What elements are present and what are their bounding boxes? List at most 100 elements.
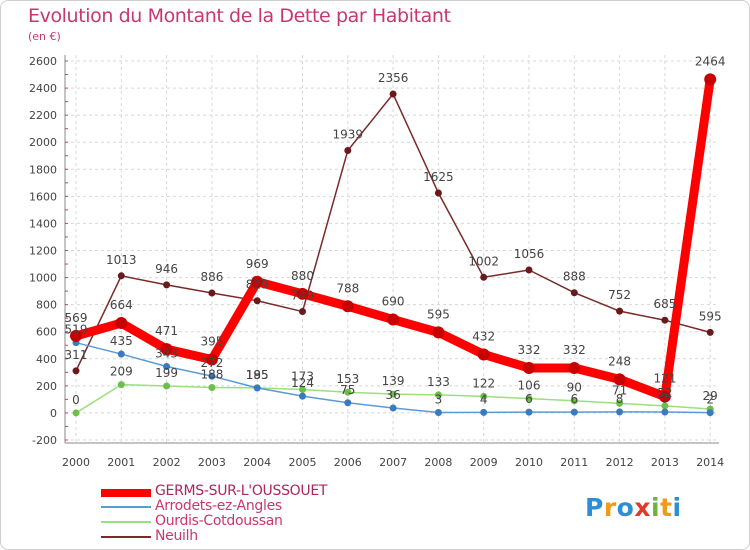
- data-point: [208, 383, 216, 391]
- data-point: [299, 392, 306, 400]
- x-tick-label: 2005: [289, 456, 317, 469]
- y-tick-label: 1000: [29, 272, 57, 285]
- data-label: 29: [703, 389, 718, 403]
- x-tick-label: 2006: [334, 456, 362, 469]
- data-label: 471: [155, 324, 178, 338]
- y-tick-label: 1800: [29, 163, 57, 176]
- legend-item-arrodets: Arrodets-ez-Angles: [101, 498, 421, 515]
- y-tick-label: 2000: [29, 136, 57, 149]
- data-point: [389, 90, 397, 98]
- data-label: 886: [200, 270, 223, 284]
- data-label: 139: [382, 374, 405, 388]
- data-point: [253, 297, 261, 305]
- data-point: [525, 266, 533, 274]
- axes: -200 0 200 400 600 800 1000 1200 1400 1600 1800 200…: [29, 55, 724, 469]
- data-point: [389, 404, 397, 412]
- legend-swatch-ourdis: [101, 521, 151, 523]
- data-label: 272: [200, 356, 223, 370]
- y-tick-label: 1400: [29, 217, 57, 230]
- data-label: 7: [661, 392, 669, 406]
- data-point: [115, 317, 128, 330]
- data-labels: 3111013946886829749193923561625100210568…: [65, 54, 726, 407]
- data-point: [525, 395, 533, 403]
- data-point: [616, 399, 624, 407]
- y-tick-label: 200: [36, 380, 57, 393]
- y-tick-label: 800: [36, 299, 57, 312]
- data-point: [616, 307, 624, 315]
- y-tick-label: 2600: [29, 55, 57, 68]
- data-label: 685: [653, 297, 676, 311]
- legend-label-neuilh: Neuilh: [155, 528, 198, 544]
- data-point: [434, 391, 442, 399]
- data-label: 595: [427, 307, 450, 321]
- data-label: 752: [608, 288, 631, 302]
- data-point: [616, 408, 624, 416]
- data-label: 888: [563, 270, 586, 284]
- data-label: 432: [472, 329, 495, 343]
- data-point: [704, 73, 717, 86]
- data-point: [208, 289, 216, 297]
- grid-lines: [65, 55, 719, 443]
- logo-letter: t: [660, 493, 673, 522]
- data-label: 71: [612, 383, 627, 397]
- data-point: [480, 408, 488, 416]
- data-label: 199: [155, 366, 178, 380]
- data-point: [117, 381, 125, 389]
- data-point: [661, 316, 669, 324]
- data-label: 90: [567, 381, 582, 395]
- data-label: 2464: [695, 54, 726, 68]
- data-point: [163, 363, 171, 371]
- legend-label-germs: GERMS-SUR-L'OUSSOUET: [155, 483, 328, 499]
- proxiti-logo: Proxiti: [585, 493, 682, 522]
- data-label: 106: [518, 379, 541, 393]
- data-label: 52: [657, 386, 672, 400]
- legend-item-neuilh: Neuilh: [101, 528, 421, 545]
- data-point: [706, 409, 714, 417]
- data-point: [434, 409, 442, 417]
- data-point: [70, 329, 82, 342]
- y-tick-label: 600: [36, 326, 57, 339]
- data-point: [163, 382, 171, 390]
- data-point: [613, 373, 626, 386]
- logo-letter: i: [672, 493, 682, 522]
- data-point: [570, 289, 578, 297]
- data-point: [434, 189, 442, 197]
- chart-title: Evolution du Montant de la Dette par Hab…: [28, 5, 451, 27]
- data-label: 311: [65, 348, 88, 362]
- data-point: [208, 372, 216, 380]
- data-point: [341, 300, 354, 313]
- data-label: 435: [110, 334, 133, 348]
- legend: GERMS-SUR-L'OUSSOUET Arrodets-ez-Angles …: [101, 483, 421, 545]
- data-point: [658, 390, 671, 403]
- data-label: 595: [699, 309, 722, 323]
- x-tick-label: 2009: [470, 456, 498, 469]
- data-label: 829: [246, 278, 269, 292]
- data-point: [163, 281, 171, 289]
- x-tick-label: 2007: [379, 456, 407, 469]
- data-label: 6: [525, 392, 533, 406]
- logo-letter: x: [634, 493, 651, 522]
- data-point: [568, 361, 581, 374]
- legend-swatch-arrodets: [101, 506, 151, 508]
- data-label: 2356: [378, 71, 409, 85]
- y-tick-label: 1200: [29, 245, 57, 258]
- data-label: 36: [385, 388, 400, 402]
- x-tick-label: 2008: [424, 456, 452, 469]
- data-label: 1013: [106, 253, 137, 267]
- data-point: [296, 287, 309, 300]
- data-point: [117, 272, 125, 280]
- data-label: 519: [65, 323, 88, 337]
- x-tick-label: 2014: [696, 456, 724, 469]
- data-label: 1002: [468, 254, 499, 268]
- data-point: [661, 408, 669, 416]
- logo-letter: o: [616, 493, 635, 522]
- data-point: [299, 308, 306, 316]
- data-point: [570, 408, 578, 416]
- y-tick-label: 0: [50, 407, 57, 420]
- data-point: [117, 350, 125, 358]
- data-label: 395: [200, 334, 223, 348]
- data-label: 173: [291, 370, 314, 384]
- data-label: 749: [291, 289, 314, 303]
- data-label: 8: [616, 392, 624, 406]
